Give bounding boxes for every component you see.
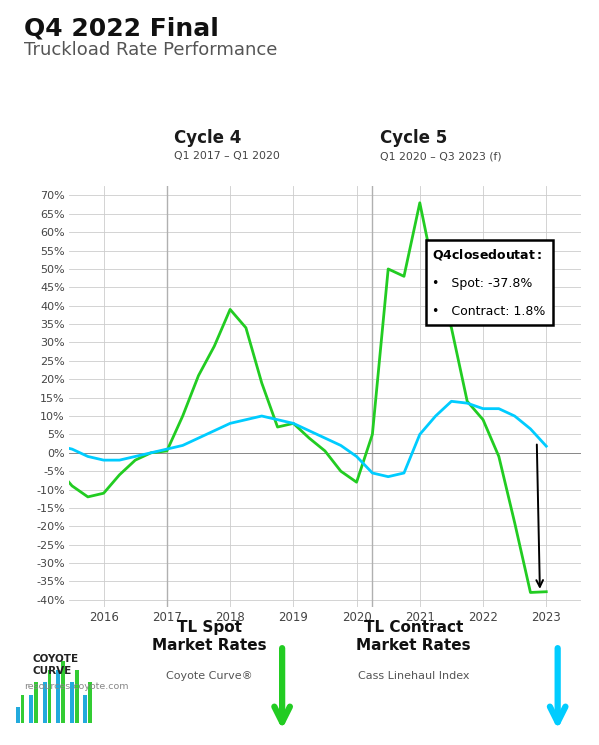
Bar <box>20 694 25 723</box>
Bar <box>16 707 20 723</box>
Text: Cass Linehaul Index: Cass Linehaul Index <box>358 671 469 682</box>
Bar <box>70 682 74 723</box>
Text: Q1 2017 – Q1 2020: Q1 2017 – Q1 2020 <box>174 151 280 162</box>
Text: CURVE: CURVE <box>33 665 72 676</box>
Bar <box>34 682 38 723</box>
Bar <box>48 670 52 723</box>
Bar <box>29 694 33 723</box>
Bar <box>56 670 60 723</box>
Text: TL Spot
Market Rates: TL Spot Market Rates <box>152 621 267 653</box>
Text: Q4 2022 Final: Q4 2022 Final <box>24 16 219 40</box>
Text: Cycle 5: Cycle 5 <box>380 129 447 147</box>
Bar <box>88 682 92 723</box>
Bar <box>75 670 78 723</box>
Text: Cycle 4: Cycle 4 <box>174 129 241 147</box>
Text: resources.coyote.com: resources.coyote.com <box>24 682 128 691</box>
Bar <box>61 661 65 723</box>
Text: Truckload Rate Performance: Truckload Rate Performance <box>24 41 277 59</box>
Bar <box>83 694 87 723</box>
Text: $\bf{Q4 closed out at:}$

•   Spot: -37.8%

•   Contract: 1.8%: $\bf{Q4 closed out at:}$ • Spot: -37.8% … <box>432 247 546 318</box>
Text: TL Contract
Market Rates: TL Contract Market Rates <box>356 621 471 653</box>
Text: Coyote Curve®: Coyote Curve® <box>167 671 253 682</box>
Text: COYOTE: COYOTE <box>33 653 79 664</box>
Bar <box>43 682 47 723</box>
Text: Q1 2020 – Q3 2023 (f): Q1 2020 – Q3 2023 (f) <box>380 151 501 162</box>
